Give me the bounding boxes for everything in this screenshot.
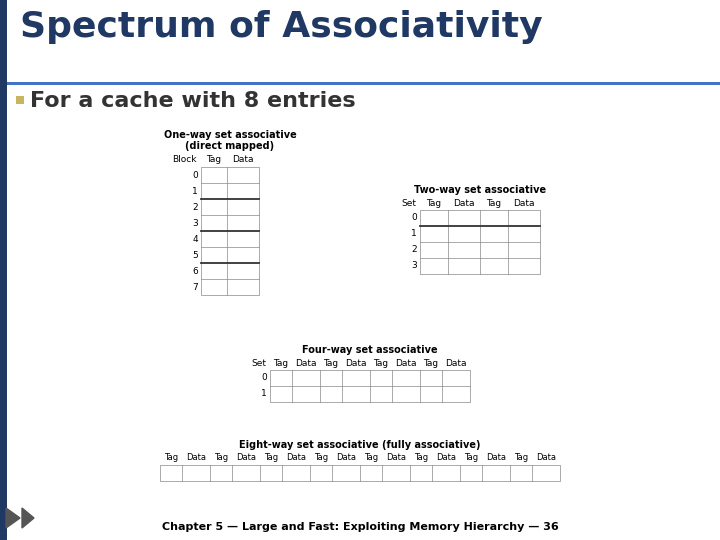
- Text: Data: Data: [186, 454, 206, 462]
- Text: Tag: Tag: [414, 454, 428, 462]
- Text: Tag: Tag: [274, 359, 289, 368]
- Text: Two-way set associative: Two-way set associative: [414, 185, 546, 195]
- Text: Data: Data: [395, 359, 417, 368]
- Text: Tag: Tag: [264, 454, 278, 462]
- Text: Data: Data: [454, 199, 474, 207]
- Text: Data: Data: [436, 454, 456, 462]
- Text: Data: Data: [445, 359, 467, 368]
- Text: 4: 4: [192, 234, 198, 244]
- Text: Data: Data: [536, 454, 556, 462]
- Text: Tag: Tag: [214, 454, 228, 462]
- Text: Data: Data: [386, 454, 406, 462]
- Text: 2: 2: [192, 202, 198, 212]
- Text: 1: 1: [411, 230, 417, 239]
- Text: Data: Data: [513, 199, 535, 207]
- Text: 0: 0: [411, 213, 417, 222]
- Text: Spectrum of Associativity: Spectrum of Associativity: [20, 10, 543, 44]
- Text: Data: Data: [346, 359, 366, 368]
- Text: Chapter 5 — Large and Fast: Exploiting Memory Hierarchy — 36: Chapter 5 — Large and Fast: Exploiting M…: [161, 522, 559, 532]
- Bar: [160, 465, 560, 481]
- Text: Tag: Tag: [374, 359, 389, 368]
- Text: Tag: Tag: [514, 454, 528, 462]
- Text: Set: Set: [251, 359, 266, 368]
- Text: Set: Set: [401, 199, 416, 207]
- Text: Tag: Tag: [426, 199, 441, 207]
- Text: Data: Data: [295, 359, 317, 368]
- Text: 5: 5: [192, 251, 198, 260]
- Text: 1: 1: [192, 186, 198, 195]
- Text: Data: Data: [336, 454, 356, 462]
- Text: 3: 3: [411, 261, 417, 271]
- Text: Data: Data: [233, 156, 253, 165]
- Text: For a cache with 8 entries: For a cache with 8 entries: [30, 91, 356, 111]
- Polygon shape: [6, 508, 20, 528]
- Bar: [0, 0, 7, 540]
- Text: 0: 0: [192, 171, 198, 179]
- Bar: [16, 96, 24, 104]
- Text: Data: Data: [486, 454, 506, 462]
- Text: 6: 6: [192, 267, 198, 275]
- Text: 7: 7: [192, 282, 198, 292]
- Bar: [420, 210, 540, 274]
- Text: 1: 1: [261, 389, 267, 399]
- Bar: [7, 82, 720, 85]
- Text: (direct mapped): (direct mapped): [186, 141, 274, 151]
- Text: Tag: Tag: [464, 454, 478, 462]
- Text: Data: Data: [236, 454, 256, 462]
- Text: Tag: Tag: [164, 454, 178, 462]
- Bar: [270, 370, 470, 402]
- Text: Four-way set associative: Four-way set associative: [302, 345, 438, 355]
- Text: 2: 2: [411, 246, 417, 254]
- Text: 0: 0: [261, 374, 267, 382]
- Text: Block: Block: [173, 156, 197, 165]
- Text: Tag: Tag: [487, 199, 502, 207]
- Bar: [201, 167, 259, 295]
- Text: Data: Data: [286, 454, 306, 462]
- Text: Tag: Tag: [314, 454, 328, 462]
- Text: Tag: Tag: [207, 156, 222, 165]
- Text: Tag: Tag: [323, 359, 338, 368]
- Polygon shape: [22, 508, 34, 528]
- Text: Eight-way set associative (fully associative): Eight-way set associative (fully associa…: [239, 440, 481, 450]
- Text: One-way set associative: One-way set associative: [163, 130, 297, 140]
- Text: Tag: Tag: [364, 454, 378, 462]
- Text: 3: 3: [192, 219, 198, 227]
- Text: Tag: Tag: [423, 359, 438, 368]
